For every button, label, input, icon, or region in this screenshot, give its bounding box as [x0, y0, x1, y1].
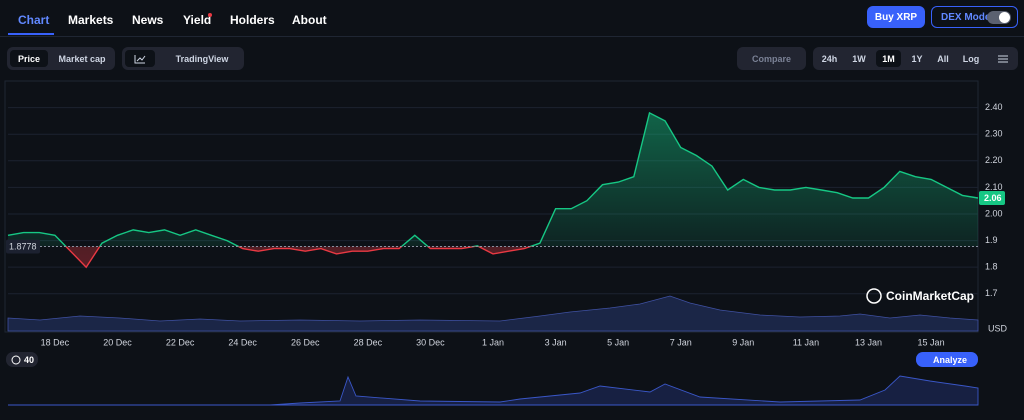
range-1m[interactable]: 1M: [876, 50, 901, 67]
line-down: [64, 246, 533, 269]
x-tick-label: 3 Jan: [545, 337, 567, 347]
dex-toggle[interactable]: DEX Mode: [931, 6, 1018, 28]
plot-frame: [4, 80, 979, 333]
year-label: 2017: [263, 405, 281, 414]
switch: [987, 11, 1011, 24]
compare-label: Compare: [751, 53, 791, 64]
nav-markets[interactable]: Markets: [68, 13, 114, 27]
x-tick-label: 13 Jan: [855, 337, 882, 347]
range-all[interactable]: All: [937, 53, 949, 64]
x-tick-label: 15 Jan: [918, 337, 945, 347]
x-tick-label: 20 Dec: [103, 337, 132, 347]
x-tick-label: 26 Dec: [291, 337, 320, 347]
nav-holders[interactable]: Holders: [230, 13, 275, 27]
year-label: 2015: [107, 405, 125, 414]
year-label: 2020: [498, 405, 516, 414]
range-24h[interactable]: 24h: [821, 53, 838, 64]
year-label: 2016: [185, 405, 203, 414]
volume-area: [7, 295, 979, 332]
baseline-label-bg: [6, 239, 40, 254]
y-tick-label: 2.20: [985, 155, 1003, 165]
area-down: [8, 246, 978, 268]
y-tick-label: 1.9: [985, 235, 998, 245]
y-tick-label: 2.40: [985, 102, 1003, 112]
year-label: 2019: [420, 405, 438, 414]
view-toggle: Price Market cap: [7, 47, 115, 70]
range-1y[interactable]: 1Y: [911, 53, 923, 64]
nav-bar: Chart Markets News Yield Holders About B…: [0, 0, 1024, 37]
navigator-area: [8, 375, 979, 406]
x-tick-label: 5 Jan: [607, 337, 629, 347]
yield-dot: [208, 13, 212, 17]
nav-yield[interactable]: Yield: [183, 13, 212, 27]
analyze-button[interactable]: [916, 352, 978, 367]
compare-dropdown[interactable]: Compare: [737, 47, 806, 70]
current-price-label: 2.06: [984, 193, 1002, 203]
x-tick-label: 24 Dec: [228, 337, 257, 347]
line-up: [7, 111, 979, 247]
price-option[interactable]: Price: [10, 50, 48, 67]
badge[interactable]: [6, 352, 38, 367]
line-option[interactable]: [125, 50, 155, 67]
x-tick-label: 1 Jan: [482, 337, 504, 347]
x-tick-label: 30 Dec: [416, 337, 445, 347]
year-label: 2021: [576, 405, 594, 414]
baseline-label: 1.8778: [9, 241, 37, 251]
settings[interactable]: [993, 50, 1013, 67]
market-cap-option[interactable]: Market cap: [58, 53, 106, 64]
nav-about[interactable]: About: [292, 13, 327, 27]
x-tick-label: 7 Jan: [670, 337, 692, 347]
year-label: 2024: [810, 405, 828, 414]
year-label: 2025: [888, 405, 906, 414]
range-1w[interactable]: 1W: [852, 53, 866, 64]
nav-chart[interactable]: Chart: [18, 13, 50, 27]
area-up: [8, 112, 978, 247]
x-tick-label: 9 Jan: [732, 337, 754, 347]
year-label: 2023: [732, 405, 750, 414]
nav-news[interactable]: News: [132, 13, 164, 27]
currency-label: USD: [988, 323, 1008, 333]
x-tick-label: 11 Jan: [793, 337, 819, 347]
active-underline: [8, 33, 54, 35]
watermark: CoinMarketCap: [866, 288, 974, 304]
navigator: [0, 352, 1024, 420]
x-tick-label: 18 Dec: [41, 337, 70, 347]
x-tick-label: 28 Dec: [354, 337, 383, 347]
log-option[interactable]: Log: [962, 53, 980, 64]
buy-button[interactable]: Buy XRP: [867, 6, 925, 28]
x-tick-label: 22 Dec: [166, 337, 195, 347]
year-label: 2026: [966, 405, 984, 414]
year-label: 2014: [29, 405, 47, 414]
current-price-bg: [979, 191, 1005, 206]
dex-label: DEX Mode: [941, 11, 991, 23]
year-label: 2018: [341, 405, 359, 414]
y-tick-label: 2.30: [985, 129, 1003, 139]
watermark-text: CoinMarketCap: [886, 289, 974, 303]
y-tick-label: 1.7: [985, 288, 998, 298]
chart-style: TradingView: [122, 47, 244, 70]
badge-text: 40: [24, 355, 34, 365]
y-tick-label: 2.00: [985, 208, 1003, 218]
analyze-text: Analyze: [933, 355, 967, 365]
range-selector: 24h 1W 1M 1Y All Log: [813, 47, 1018, 70]
y-tick-label: 1.8: [985, 262, 998, 272]
year-label: 2022: [654, 405, 672, 414]
y-tick-label: 2.10: [985, 182, 1003, 192]
tradingview-option[interactable]: TradingView: [175, 53, 229, 64]
